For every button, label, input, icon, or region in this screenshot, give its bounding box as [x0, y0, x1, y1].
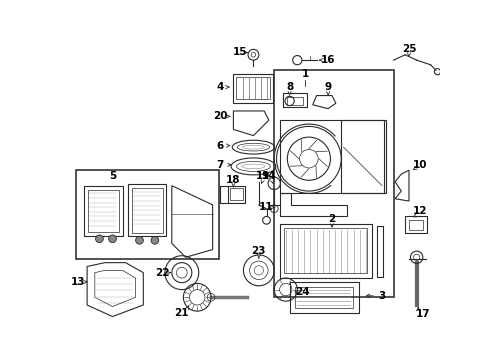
Bar	[76, 170, 219, 259]
Bar	[284, 228, 368, 273]
Text: 9: 9	[324, 82, 332, 92]
Bar	[283, 93, 307, 107]
Bar	[88, 189, 119, 232]
Text: 20: 20	[213, 111, 227, 121]
Bar	[280, 120, 386, 193]
Bar	[280, 224, 372, 278]
Text: 19: 19	[255, 171, 270, 181]
Text: 2: 2	[328, 214, 336, 224]
Circle shape	[151, 237, 159, 244]
Bar	[274, 70, 393, 297]
Text: 7: 7	[217, 160, 224, 170]
Bar	[295, 287, 353, 308]
Text: 23: 23	[251, 246, 266, 256]
Bar	[287, 97, 303, 105]
Bar	[84, 186, 122, 236]
Text: 4: 4	[217, 82, 224, 92]
Text: 3: 3	[378, 291, 386, 301]
Text: 24: 24	[295, 287, 310, 297]
Text: 13: 13	[71, 277, 85, 287]
Bar	[409, 220, 423, 230]
Bar	[128, 184, 167, 237]
Bar	[233, 74, 273, 103]
Bar	[230, 188, 243, 200]
Text: 18: 18	[226, 175, 241, 185]
Text: 15: 15	[232, 48, 247, 58]
Text: 14: 14	[262, 171, 276, 181]
Circle shape	[109, 235, 117, 243]
Text: 6: 6	[217, 141, 224, 150]
Text: 5: 5	[109, 171, 116, 181]
Bar	[228, 186, 245, 203]
Bar	[405, 216, 427, 233]
Circle shape	[96, 235, 103, 243]
Text: 10: 10	[413, 160, 428, 170]
Bar	[341, 120, 384, 193]
Text: 21: 21	[174, 308, 189, 318]
Text: 25: 25	[402, 44, 416, 54]
Bar	[377, 226, 383, 276]
Text: 12: 12	[413, 206, 428, 216]
Text: 8: 8	[286, 82, 293, 92]
Text: 11: 11	[259, 202, 274, 212]
Text: 1: 1	[301, 69, 309, 79]
Circle shape	[136, 237, 144, 244]
Bar	[132, 188, 163, 233]
Bar	[290, 282, 359, 313]
Text: 16: 16	[321, 55, 335, 65]
Bar	[237, 77, 270, 99]
Text: 17: 17	[416, 309, 430, 319]
Text: 22: 22	[155, 268, 170, 278]
